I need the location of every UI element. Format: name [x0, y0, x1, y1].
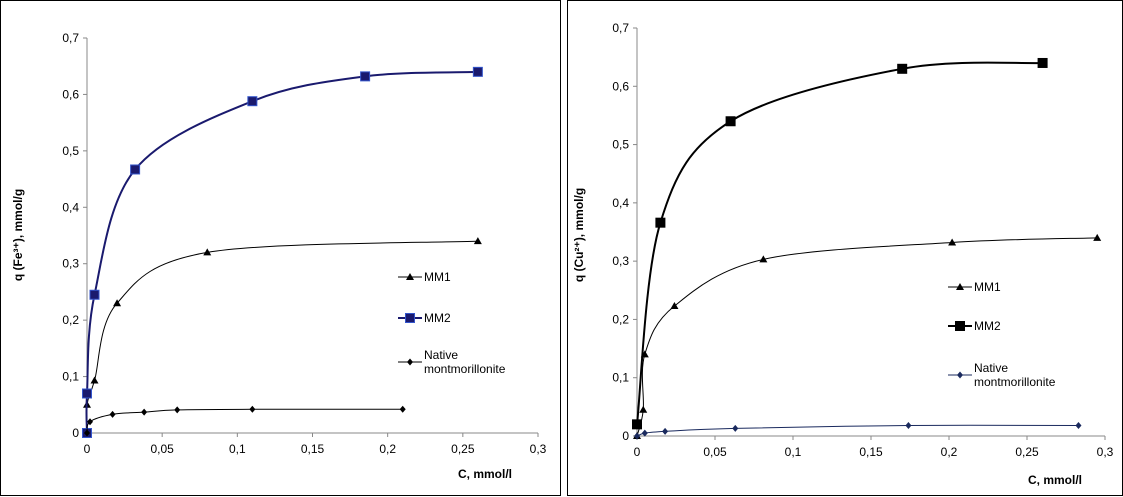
marker-triangle	[948, 238, 957, 246]
legend-text: Native montmorillonite	[424, 348, 506, 376]
marker-diamond	[407, 358, 413, 366]
marker-diamond	[141, 408, 148, 416]
marker-square	[82, 388, 92, 399]
y-tick-label: 0,4	[62, 200, 79, 214]
y-tick-label: 0,1	[62, 370, 79, 384]
x-tick-label: 0,05	[150, 442, 174, 456]
y-tick-label: 0,7	[612, 21, 629, 35]
legend-label: MM2	[974, 319, 1054, 333]
marker-square	[360, 71, 371, 82]
marker-triangle	[406, 273, 414, 280]
marker-diamond	[662, 427, 669, 435]
legend-label: Native montmorillonite	[424, 348, 506, 376]
x-tick-label: 0,3	[1097, 445, 1114, 459]
marker-square	[1037, 57, 1048, 68]
marker-diamond	[957, 371, 963, 379]
marker-diamond	[249, 405, 256, 413]
legend-label: MM2	[424, 311, 504, 325]
marker-square	[655, 217, 666, 228]
marker-triangle	[759, 255, 768, 263]
panel-frame	[0, 0, 561, 496]
marker-diamond	[399, 405, 406, 413]
y-tick-label: 0,1	[612, 371, 629, 385]
x-tick-label: 0	[634, 445, 641, 459]
legend-text: MM1	[974, 280, 1001, 294]
marker-diamond	[1075, 422, 1082, 430]
marker-square	[89, 289, 100, 300]
y-tick-label: 0,3	[612, 254, 629, 268]
legend-label: MM1	[974, 280, 1054, 294]
series-line	[636, 237, 1098, 437]
x-tick-label: 0,15	[859, 445, 883, 459]
y-axis-title: q (Cu²⁺), mmol/g	[572, 188, 586, 282]
legend-text: MM1	[424, 270, 451, 284]
marker-diamond	[109, 410, 116, 418]
marker-square	[130, 164, 141, 175]
x-tick-label: 0,05	[703, 445, 727, 459]
x-tick-label: 0	[84, 442, 91, 456]
legend-label: MM1	[424, 270, 504, 284]
marker-triangle	[1093, 233, 1102, 241]
x-tick-label: 0,25	[1015, 445, 1039, 459]
marker-diamond	[634, 432, 640, 440]
x-tick-label: 0,25	[451, 442, 475, 456]
marker-triangle	[956, 283, 964, 290]
marker-triangle	[113, 299, 122, 307]
marker-triangle	[473, 237, 482, 245]
marker-diamond	[641, 429, 648, 437]
y-tick-label: 0,5	[62, 144, 79, 158]
y-tick-label: 0,4	[612, 196, 629, 210]
legend-text: MM2	[974, 319, 1001, 333]
series-line	[85, 240, 478, 434]
marker-square	[472, 66, 483, 77]
marker-diamond	[905, 422, 912, 430]
panel-frame	[567, 0, 1123, 496]
x-tick-label: 0,1	[785, 445, 802, 459]
series-line	[86, 408, 403, 434]
marker-square	[247, 96, 258, 107]
legend-label: Native montmorillonite	[974, 361, 1056, 389]
y-tick-label: 0,3	[62, 257, 79, 271]
marker-square	[955, 321, 965, 331]
marker-diamond	[732, 424, 739, 432]
x-tick-label: 0,2	[941, 445, 958, 459]
legend-text: MM2	[424, 311, 451, 325]
marker-diamond	[87, 418, 94, 426]
x-tick-label: 0,15	[301, 442, 325, 456]
marker-square	[632, 419, 642, 430]
marker-triangle	[639, 405, 648, 413]
x-tick-label: 0,1	[229, 442, 246, 456]
series-line	[636, 424, 1079, 437]
marker-triangle	[670, 302, 679, 310]
marker-diamond	[174, 406, 181, 414]
marker-triangle	[203, 248, 212, 256]
y-tick-label: 0,2	[612, 312, 629, 326]
marker-square	[725, 116, 736, 127]
marker-square	[897, 63, 908, 74]
y-tick-label: 0,2	[62, 313, 79, 327]
y-tick-label: 0,5	[612, 138, 629, 152]
x-axis-title: C, mmol/l	[458, 467, 512, 481]
marker-square	[405, 313, 415, 323]
y-axis-title: q (Fe³⁺), mmol/g	[11, 189, 25, 281]
y-tick-label: 0,7	[62, 31, 79, 45]
y-tick-label: 0,6	[62, 87, 79, 101]
y-tick-label: 0	[72, 426, 79, 440]
series-line	[85, 70, 478, 434]
x-axis-title: C, mmol/l	[1028, 473, 1082, 487]
x-tick-label: 0,3	[530, 442, 547, 456]
y-tick-label: 0	[622, 429, 629, 443]
marker-diamond	[84, 429, 90, 437]
y-tick-label: 0,6	[612, 79, 629, 93]
marker-triangle	[90, 376, 99, 384]
legend-text: Native montmorillonite	[974, 361, 1056, 389]
x-tick-label: 0,2	[379, 442, 396, 456]
